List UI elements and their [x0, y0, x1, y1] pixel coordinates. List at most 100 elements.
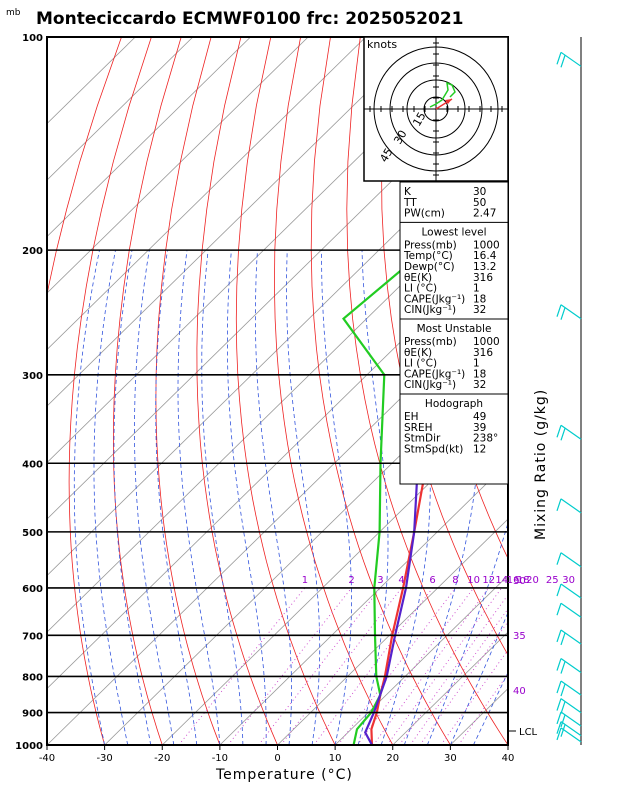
mixing-ratio-line [280, 587, 402, 745]
index-value: 32 [473, 379, 486, 391]
wind-barb [556, 680, 582, 697]
dry-adiabat-line [346, 37, 508, 745]
wind-barb-flag [560, 632, 566, 646]
moist-adiabat-line [73, 250, 105, 745]
dry-adiabat-line [510, 37, 618, 745]
wind-barb-staff [560, 424, 582, 440]
x-tick-label: 20 [386, 753, 399, 764]
mixing-ratio-label: 14 [495, 575, 508, 586]
x-tick-label: 10 [329, 753, 342, 764]
index-value: 50 [473, 197, 486, 209]
moist-adiabat-line [134, 250, 175, 745]
index-value: 2.47 [473, 208, 496, 220]
x-tick-label: -20 [154, 753, 170, 764]
moist-adiabat-line [254, 250, 292, 745]
index-label: LI (°C) [404, 358, 437, 370]
wind-barb-flag [560, 714, 566, 728]
dry-adiabat-line [196, 37, 278, 745]
wind-barb-staff [560, 304, 582, 320]
moist-adiabat-line [177, 250, 221, 745]
mixing-ratio-line [409, 608, 508, 745]
index-value: 18 [473, 293, 486, 305]
theta-label: 35 [513, 631, 526, 642]
dry-adiabat-line [235, 37, 336, 745]
pressure-tick-label: 800 [22, 672, 43, 683]
isotherm-line [47, 37, 251, 238]
hodograph-trace [429, 81, 456, 108]
pressure-tick-label: 900 [22, 709, 43, 720]
mixing-ratio-label: 8 [452, 575, 458, 586]
x-tick-label: -30 [96, 753, 112, 764]
wind-barb [556, 583, 582, 599]
dry-adiabat-line [68, 37, 152, 745]
wind-barb-flag [556, 425, 562, 438]
wind-barb-flag [556, 629, 562, 643]
wind-profile [556, 37, 582, 745]
wind-barb-flag [556, 698, 562, 711]
moist-adiabat-line [93, 250, 129, 745]
index-value: 32 [473, 304, 486, 316]
wind-barb-staff [560, 680, 582, 696]
dry-adiabat-line [310, 37, 451, 745]
moist-adiabat-line [113, 250, 152, 745]
index-label: θE(K) [404, 347, 432, 359]
index-label: θE(K) [404, 272, 432, 284]
wind-barb-flag [556, 680, 562, 694]
wind-barb [556, 552, 582, 568]
mixing-ratio-label: 25 [546, 575, 559, 586]
index-value: 316 [473, 272, 493, 284]
index-value: 316 [473, 347, 493, 359]
index-label: PW(cm) [404, 208, 445, 220]
index-value: 30 [473, 186, 486, 198]
index-label: K [404, 186, 412, 198]
isotherm-line [47, 37, 367, 351]
pressure-tick-label: 1000 [15, 741, 43, 752]
hodograph-ring-label: 15 [410, 110, 428, 129]
pressure-tick-label: 200 [22, 246, 43, 257]
index-value: 49 [473, 411, 486, 423]
index-label: CIN(Jkg⁻¹) [404, 304, 456, 316]
dry-adiabat-line [381, 37, 508, 656]
x-tick-label: -40 [39, 753, 55, 764]
wind-barb [556, 721, 582, 737]
wind-barb-staff [560, 51, 582, 67]
wind-barb-flag [560, 661, 566, 674]
wind-barb-staff [560, 552, 582, 568]
wind-barb [556, 51, 582, 68]
dry-adiabat-line [273, 37, 394, 745]
wind-barb [556, 727, 582, 743]
pressure-tick-label: 300 [22, 371, 43, 382]
index-label: LI (°C) [404, 283, 437, 295]
chart-title: Monteciccardo ECMWF0100 frc: 2025052021 [36, 9, 464, 29]
moist-adiabat-line [357, 250, 389, 745]
pressure-tick-label: 600 [22, 584, 43, 595]
mixing-ratio-label: 10 [467, 575, 480, 586]
wind-barb-flag [560, 307, 566, 320]
isotherm-line [161, 405, 508, 745]
pressure-tick-label: 500 [22, 528, 43, 539]
wind-barb-flag [560, 724, 566, 737]
mixing-ratio-line [419, 620, 508, 745]
wind-barb-flag [556, 583, 562, 597]
index-label: CIN(Jkg⁻¹) [404, 379, 456, 391]
index-label: SREH [404, 422, 433, 434]
pressure-unit-label: mb [6, 8, 21, 18]
moist-adiabat-line [201, 250, 244, 745]
mixing-ratio-label: 18 [517, 575, 530, 586]
isotherm-line [47, 37, 194, 181]
mixing-ratio-axis-label: Mixing Ratio (g/kg) [533, 389, 549, 540]
pressure-tick-label: 700 [22, 631, 43, 642]
dry-adiabat-line [112, 37, 182, 745]
mixing-ratio-label: 2 [348, 575, 354, 586]
mixing-ratio-label: 1 [302, 575, 308, 586]
dry-adiabat-line [539, 37, 618, 745]
mixing-ratio-label: 12 [482, 575, 495, 586]
index-label: TT [403, 197, 417, 209]
index-value: 13.2 [473, 261, 496, 273]
isotherm-line [47, 37, 424, 407]
wind-barb-flag [560, 701, 566, 714]
index-label: Press(mb) [404, 336, 457, 348]
